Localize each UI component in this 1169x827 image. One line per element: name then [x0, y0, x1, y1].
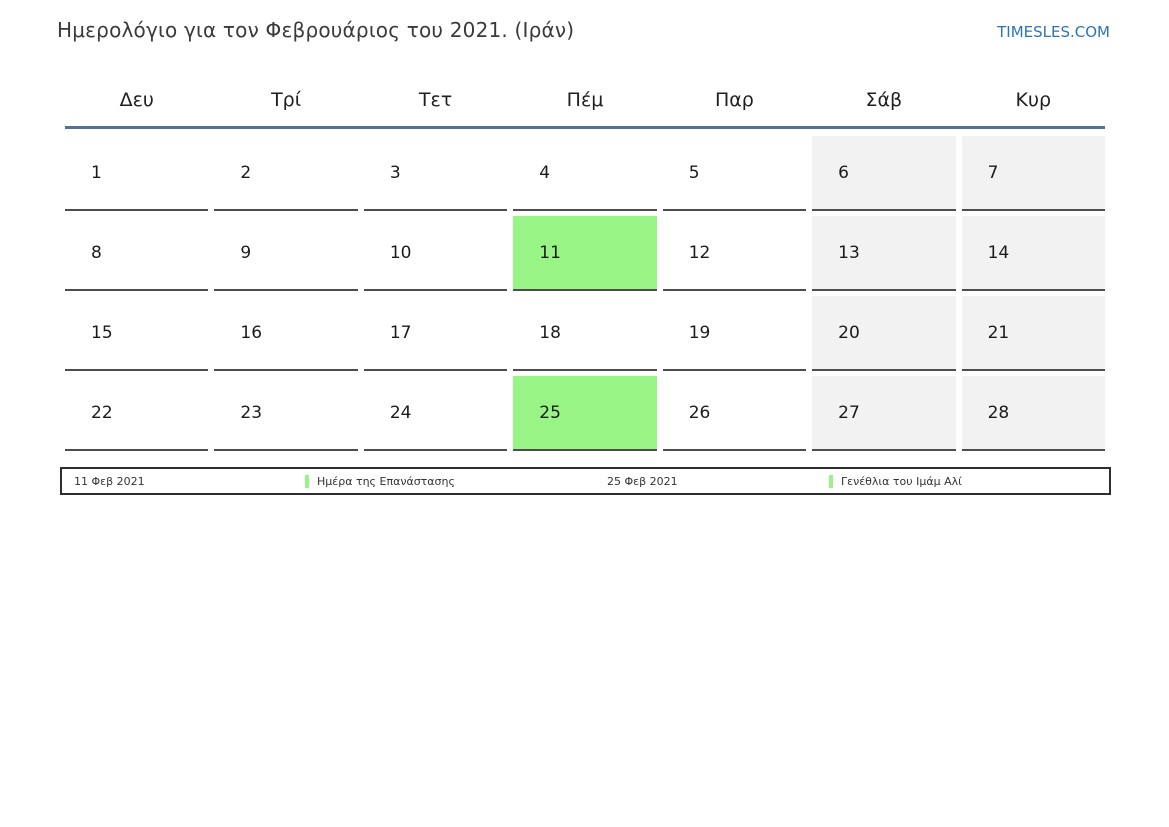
- day-cell-21: 21: [961, 296, 1105, 371]
- day-cell-6: 6: [812, 136, 956, 211]
- day-number: 19: [688, 322, 711, 343]
- day-cell-27: 27: [812, 376, 956, 451]
- legend-date-0: 11 Φεβ 2021: [74, 474, 145, 488]
- weekday-header-3: Πέμ: [566, 88, 604, 111]
- day-cell-14: 14: [961, 216, 1105, 291]
- day-number: 23: [240, 402, 263, 423]
- day-number: 4: [539, 162, 551, 183]
- day-cell-7: 7: [961, 136, 1105, 211]
- page-title: Ημερολόγιο για τον Φεβρουάριος του 2021.…: [57, 18, 575, 42]
- weekday-header-2: Τετ: [418, 88, 453, 111]
- day-cell-9: 9: [214, 216, 358, 291]
- weekday-header-4: Παρ: [714, 88, 754, 111]
- day-number: 8: [91, 242, 102, 263]
- legend-holiday-0: Ημέρα της Επανάστασης: [305, 474, 607, 488]
- day-cell-24: 24: [363, 376, 508, 451]
- day-cell-20: 20: [812, 296, 956, 371]
- day-cell-5: 5: [662, 136, 807, 211]
- day-cell-12: 12: [662, 216, 807, 291]
- day-cell-23: 23: [214, 376, 358, 451]
- day-number: 3: [389, 162, 401, 183]
- weekday-header-5: Σάβ: [865, 88, 903, 111]
- holiday-marker-icon: [829, 474, 833, 488]
- day-number: 22: [91, 402, 113, 423]
- day-cell-2: 2: [214, 136, 358, 211]
- day-cell-8: 8: [65, 216, 209, 291]
- weekday-header-row: Δευ Τρί Τετ Πέμ Παρ Σάβ Κυρ: [65, 73, 1105, 126]
- day-number: 9: [240, 242, 252, 263]
- day-number: 14: [987, 242, 1010, 263]
- calendar-grid: 1 2 3 4 5 6 7 8 9 10 11 12 13 14 15 16 17 18 19 20 21 22 23 24 2…: [65, 136, 1105, 451]
- day-number: 11: [539, 242, 561, 263]
- day-cell-13: 13: [812, 216, 956, 291]
- day-number: 12: [688, 242, 711, 263]
- day-number: 10: [389, 242, 412, 263]
- day-number: 20: [838, 322, 860, 343]
- day-cell-11: 11: [513, 216, 657, 291]
- legend-holiday-name: Ημέρα της Επανάστασης: [317, 474, 455, 488]
- day-cell-17: 17: [363, 296, 508, 371]
- day-cell-26: 26: [662, 376, 807, 451]
- day-number: 15: [91, 322, 113, 343]
- holiday-legend: 11 Φεβ 2021 Ημέρα της Επανάστασης 25 Φεβ 2…: [60, 467, 1111, 495]
- day-cell-25: 25: [513, 376, 657, 451]
- day-number: 7: [987, 162, 999, 183]
- day-number: 1: [91, 162, 102, 183]
- day-number: 28: [987, 402, 1010, 423]
- day-number: 2: [240, 162, 252, 183]
- day-number: 25: [539, 402, 561, 423]
- day-number: 27: [838, 402, 860, 423]
- day-number: 6: [838, 162, 849, 183]
- weekday-header-6: Κυρ: [1015, 88, 1052, 111]
- day-cell-10: 10: [363, 216, 508, 291]
- day-number: 21: [987, 322, 1010, 343]
- legend-holiday-name: Γενέθλια του Ιμάμ Αλί: [841, 474, 962, 488]
- day-cell-28: 28: [961, 376, 1105, 451]
- day-cell-16: 16: [214, 296, 358, 371]
- day-number: 5: [688, 162, 700, 183]
- weekday-header-0: Δευ: [119, 88, 154, 111]
- day-cell-3: 3: [363, 136, 508, 211]
- weekday-header-1: Τρί: [271, 88, 302, 111]
- day-cell-19: 19: [662, 296, 807, 371]
- holiday-marker-icon: [305, 474, 309, 488]
- day-number: 13: [838, 242, 860, 263]
- day-number: 16: [240, 322, 263, 343]
- day-number: 17: [389, 322, 412, 343]
- day-cell-18: 18: [513, 296, 657, 371]
- legend-date-1: 25 Φεβ 2021: [607, 474, 678, 488]
- day-number: 26: [688, 402, 711, 423]
- legend-holiday-1: Γενέθλια του Ιμάμ Αλί: [829, 474, 1109, 488]
- header-rule: [65, 126, 1105, 129]
- day-cell-1: 1: [65, 136, 209, 211]
- day-number: 24: [389, 402, 412, 423]
- calendar: Δευ Τρί Τετ Πέμ Παρ Σάβ Κυρ 1 2 3 4 5 6 7 8 9 10 11 12 13 1…: [65, 73, 1105, 451]
- day-cell-22: 22: [65, 376, 209, 451]
- day-cell-4: 4: [513, 136, 657, 211]
- day-number: 18: [539, 322, 561, 343]
- day-cell-15: 15: [65, 296, 209, 371]
- brand-link[interactable]: TIMESLES.COM: [997, 23, 1110, 41]
